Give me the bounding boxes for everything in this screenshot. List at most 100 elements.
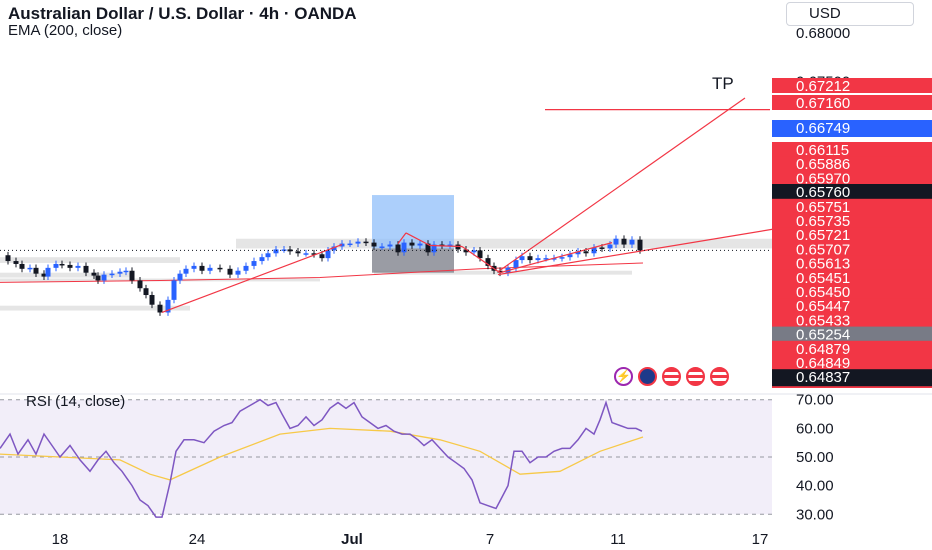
flash-icon[interactable]: ⚡ — [614, 367, 633, 386]
price-label-bg — [772, 142, 932, 157]
trendline — [429, 244, 463, 248]
price-label-bg — [772, 298, 932, 314]
ema-indicator-label[interactable]: EMA (200, close) — [8, 22, 123, 39]
candle-body — [583, 251, 589, 254]
price-label: 0.65886 — [796, 156, 850, 173]
candle-body — [325, 250, 331, 259]
candle-body — [273, 249, 279, 254]
price-label: 0.67212 — [796, 78, 850, 95]
price-label: 0.65254 — [796, 327, 850, 344]
candle-body — [41, 273, 47, 277]
trendline — [497, 228, 775, 276]
x-tick-label: 18 — [52, 531, 69, 548]
candle-body — [243, 265, 249, 271]
candle-body — [165, 299, 171, 313]
candle-body — [251, 261, 257, 266]
candle-body — [137, 280, 143, 289]
price-label-bg — [772, 213, 932, 228]
price-label: 0.66115 — [796, 142, 849, 159]
candle-body — [551, 258, 557, 260]
candle-body — [295, 251, 301, 254]
price-label-bg — [772, 241, 932, 257]
candle-body — [371, 242, 377, 247]
candle-body — [207, 267, 213, 271]
event-badges: ⚡ — [614, 367, 774, 387]
price-label: 0.65433 — [796, 312, 850, 329]
price-label: 0.65450 — [796, 284, 850, 301]
x-tick-label: 24 — [189, 531, 206, 548]
candle-body — [455, 244, 461, 250]
candle-body — [637, 239, 643, 251]
candle-body — [513, 260, 519, 268]
zone-rect — [374, 270, 632, 275]
candle-body — [607, 244, 613, 249]
price-label-bg — [772, 170, 932, 186]
candle-body — [355, 241, 361, 244]
candle-body — [33, 267, 39, 274]
flag-us-icon[interactable] — [686, 367, 705, 386]
candle-body — [463, 249, 469, 253]
flag-au-icon[interactable] — [638, 367, 657, 386]
trendline — [497, 97, 746, 273]
candle-body — [497, 270, 503, 273]
candle-body — [319, 254, 325, 259]
candle-body — [591, 247, 597, 254]
price-label-bg — [772, 198, 932, 214]
price-label-bg — [772, 156, 932, 172]
price-label-bg — [772, 269, 932, 285]
price-label: 0.64837 — [796, 369, 850, 386]
candle-body — [559, 257, 565, 259]
candle-body — [67, 264, 73, 268]
candle-body — [75, 265, 81, 268]
candle-body — [527, 256, 533, 261]
rsi-indicator-label[interactable]: RSI (14, close) — [26, 393, 126, 410]
candle-body — [101, 274, 107, 281]
candle-body — [95, 275, 101, 281]
zone-rect — [0, 278, 320, 282]
flag-us-icon[interactable] — [710, 367, 729, 386]
x-tick-label: 17 — [752, 531, 769, 548]
currency-selector[interactable]: USD — [786, 2, 914, 26]
price-label: 0.64879 — [796, 341, 850, 358]
candle-body — [83, 265, 89, 273]
candle-body — [303, 253, 309, 255]
candle-body — [199, 265, 205, 271]
trendline — [499, 242, 613, 274]
price-label-bg — [772, 95, 932, 110]
price-label-bg — [772, 369, 932, 387]
price-tick-label: 0.68000 — [796, 25, 850, 42]
position-stop-zone — [372, 248, 454, 273]
price-label: 0.65751 — [796, 199, 850, 216]
candle-body — [183, 268, 189, 274]
candle-body — [191, 265, 197, 269]
candle-body — [363, 241, 369, 244]
candle-body — [287, 249, 293, 252]
flag-us-icon[interactable] — [662, 367, 681, 386]
price-label: 0.65447 — [796, 298, 850, 315]
trendline — [161, 243, 343, 314]
candle-body — [471, 250, 477, 253]
price-label-bg — [772, 340, 932, 356]
candle-body — [265, 253, 271, 258]
ema-line — [0, 262, 644, 283]
candle-body — [217, 267, 223, 270]
price-label-bg — [772, 284, 932, 299]
rsi-ma-line — [0, 427, 644, 481]
candle-body — [401, 242, 407, 253]
price-label: 0.67160 — [796, 95, 850, 112]
price-label-bg — [772, 120, 932, 137]
candle-body — [311, 253, 317, 255]
price-label-bg — [772, 326, 932, 344]
candle-body — [331, 246, 337, 251]
price-label-bg — [772, 78, 932, 93]
candle-body — [117, 271, 123, 274]
candle-body — [129, 270, 135, 281]
price-label: 0.65721 — [796, 227, 850, 244]
candle-body — [485, 258, 491, 266]
price-label: 0.65760 — [796, 184, 850, 201]
price-label: 0.65707 — [796, 241, 850, 258]
candle-body — [447, 244, 453, 247]
candle-body — [27, 267, 33, 270]
candle-body — [13, 261, 19, 264]
